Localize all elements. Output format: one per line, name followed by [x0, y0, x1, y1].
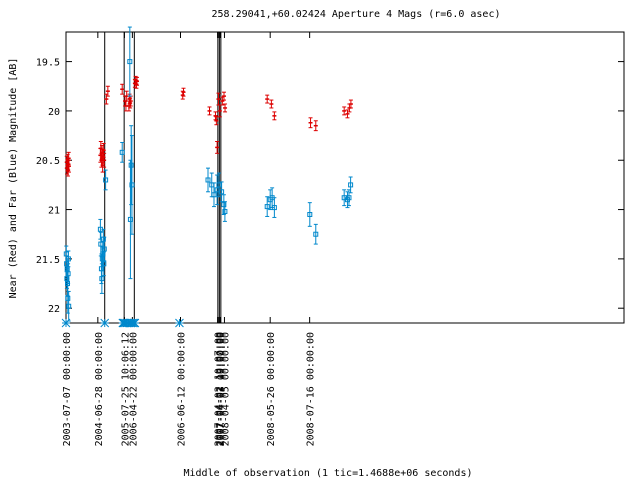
limit-marker-1 — [100, 318, 110, 328]
vertical-lines — [104, 32, 222, 323]
series-far-blue — [63, 26, 354, 322]
red-point-41 — [265, 94, 270, 104]
blue-point-23 — [127, 159, 133, 280]
x-axis-label: Middle of observation (1 tic=1.4688e+06 … — [184, 468, 473, 479]
red-point-7 — [66, 159, 71, 173]
blue-point-19 — [119, 141, 125, 163]
blue-point-31 — [222, 201, 228, 222]
blue-point-7 — [65, 250, 71, 268]
red-point-45 — [313, 120, 318, 132]
blue-point-35 — [271, 197, 277, 218]
red-point-39 — [221, 91, 226, 101]
red-point-18 — [120, 83, 125, 95]
x-tick-label-0: 2003-07-07 00:00:00 — [62, 332, 73, 446]
red-point-47 — [345, 109, 350, 119]
red-point-34 — [214, 116, 219, 126]
y-axis-label: Near (Red) and Far (Blue) Magnitude [AB] — [8, 58, 19, 299]
blue-point-21 — [128, 125, 134, 206]
red-point-32 — [207, 106, 212, 116]
y-tick-label-3: 21 — [48, 206, 60, 217]
x-tick-label-6: 2007-04-02 19:00:00 — [215, 332, 226, 446]
blue-point-24 — [205, 167, 211, 193]
blue-point-37 — [313, 223, 319, 245]
red-point-36 — [216, 92, 221, 106]
red-point-40 — [223, 103, 228, 113]
x-tick-label-7: 2007-04-03 00:00:00 — [216, 332, 227, 446]
red-point-33 — [213, 111, 218, 121]
y-tick-label-1: 20 — [48, 107, 60, 118]
x-tick-label-8: 2008-04-05 00:00:00 — [220, 332, 231, 446]
red-point-42 — [269, 99, 274, 109]
series-near-red — [64, 75, 353, 177]
chart-title: 258.29041,+60.02424 Aperture 4 Mags (r=6… — [212, 9, 501, 20]
red-point-17 — [105, 85, 110, 97]
red-point-16 — [104, 93, 109, 105]
blue-point-29 — [219, 181, 225, 203]
limit-marker-0 — [61, 318, 71, 328]
x-tick-label-3: 2006-04-22 00:00:00 — [128, 332, 139, 446]
red-point-29 — [135, 76, 140, 86]
blue-point-28 — [216, 172, 222, 198]
limit-marker-12 — [175, 318, 184, 328]
x-tick-label-4: 2006-06-12 00:00:00 — [176, 332, 187, 446]
x-axis-ticks: 2003-07-07 00:00:00 2004-06-28 00:00:00 20… — [62, 32, 317, 446]
x-tick-label-5: 2007-04-02 10:07:00 — [214, 332, 225, 446]
red-point-44 — [308, 117, 313, 129]
plot-frame — [65, 31, 625, 324]
red-point-43 — [272, 111, 277, 121]
blue-point-41 — [348, 176, 354, 194]
y-tick-label-0: 19.5 — [36, 58, 60, 69]
lower-limit-markers — [61, 318, 184, 328]
x-tick-label-9: 2008-05-26 00:00:00 — [266, 332, 277, 446]
blue-point-36 — [307, 202, 313, 227]
x-tick-label-10: 2008-07-16 00:00:00 — [306, 332, 317, 446]
red-point-15 — [102, 152, 107, 168]
blue-point-17 — [101, 236, 107, 262]
blue-point-26 — [211, 182, 217, 208]
blue-point-20 — [127, 26, 133, 97]
red-point-46 — [342, 106, 347, 116]
x-tick-label-2: 2005-07-25 10:06:12 — [120, 332, 131, 446]
blue-point-32 — [264, 196, 270, 217]
y-tick-label-2: 20.5 — [36, 156, 60, 167]
limit-marker-11 — [130, 318, 140, 328]
y-tick-label-4: 21.5 — [36, 255, 60, 266]
red-point-49 — [348, 99, 353, 109]
blue-point-18 — [103, 169, 109, 191]
red-point-31 — [181, 87, 186, 97]
red-point-28 — [134, 79, 139, 89]
red-point-35 — [215, 140, 220, 154]
y-tick-label-5: 22 — [48, 304, 60, 315]
x-tick-label-1: 2004-06-28 00:00:00 — [94, 332, 105, 446]
